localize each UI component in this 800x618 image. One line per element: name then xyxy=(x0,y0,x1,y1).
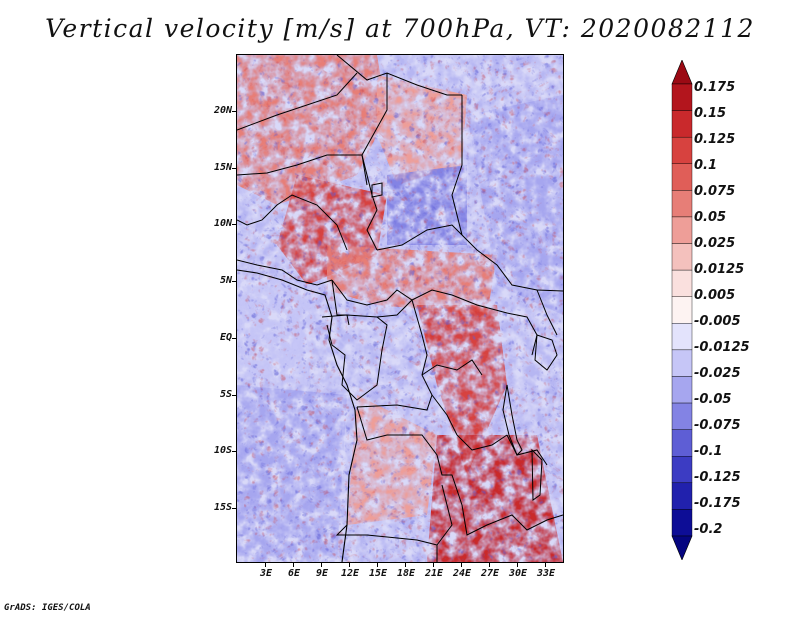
colorbar-label: 0.075 xyxy=(694,184,736,199)
colorbar-top-arrow xyxy=(671,60,693,85)
colorbar-label: -0.005 xyxy=(694,314,741,329)
lon-tick xyxy=(517,563,518,567)
velocity-field xyxy=(237,55,563,562)
lat-tick xyxy=(232,508,236,509)
colorbar-label: 0.175 xyxy=(694,80,736,95)
colorbar-box xyxy=(671,323,693,351)
lat-label: 20N xyxy=(213,105,232,116)
colorbar-label: 0.05 xyxy=(694,210,727,225)
colorbar-label: 0.125 xyxy=(694,132,736,147)
lon-label: 15E xyxy=(368,568,388,579)
colorbar-box xyxy=(671,190,693,218)
colorbar-box xyxy=(671,376,693,404)
colorbar-box xyxy=(671,509,693,537)
colorbar-label: 0.1 xyxy=(694,158,718,173)
lon-label: 18E xyxy=(396,568,416,579)
colorbar-label: 0.005 xyxy=(694,288,736,303)
lon-label: 33E xyxy=(536,568,556,579)
colorbar-label: 0.025 xyxy=(694,236,736,251)
lat-tick xyxy=(232,111,236,112)
lon-label: 3E xyxy=(259,568,273,579)
lat-tick xyxy=(232,395,236,396)
lon-tick xyxy=(545,563,546,567)
colorbar-box xyxy=(671,429,693,457)
colorbar-box xyxy=(671,456,693,484)
colorbar-label: 0.0125 xyxy=(694,262,745,277)
colorbar-label: -0.075 xyxy=(694,418,741,433)
field-regions xyxy=(237,55,563,562)
colorbar-box xyxy=(671,482,693,510)
colorbar-box xyxy=(671,163,693,191)
colorbar-box xyxy=(671,269,693,297)
lat-tick xyxy=(232,168,236,169)
velocity-map xyxy=(236,54,564,563)
colorbar xyxy=(671,60,693,560)
lat-label: 15N xyxy=(213,162,232,173)
colorbar-label: -0.175 xyxy=(694,496,741,511)
lon-label: 9E xyxy=(315,568,329,579)
lon-label: 6E xyxy=(287,568,301,579)
lon-label: 12E xyxy=(340,568,360,579)
lon-label: 24E xyxy=(452,568,472,579)
lat-label: 5N xyxy=(219,275,232,286)
colorbar-label: -0.0125 xyxy=(694,340,750,355)
colorbar-box xyxy=(671,216,693,244)
lat-label: 10S xyxy=(213,445,232,456)
lat-label: 15S xyxy=(213,502,232,513)
colorbar-box xyxy=(671,243,693,271)
lat-label: 10N xyxy=(213,218,232,229)
colorbar-label: -0.05 xyxy=(694,392,732,407)
lat-tick xyxy=(232,451,236,452)
lon-tick xyxy=(265,563,266,567)
colorbar-label: -0.025 xyxy=(694,366,741,381)
colorbar-label: -0.125 xyxy=(694,470,741,485)
colorbar-box xyxy=(671,110,693,138)
colorbar-box xyxy=(671,296,693,324)
colorbar-label: 0.15 xyxy=(694,106,727,121)
lon-tick xyxy=(377,563,378,567)
colorbar-box xyxy=(671,402,693,430)
colorbar-label: -0.1 xyxy=(694,444,723,459)
borders xyxy=(237,55,563,562)
lon-tick xyxy=(349,563,350,567)
lon-tick xyxy=(405,563,406,567)
lat-label: 5S xyxy=(219,389,232,400)
lon-tick xyxy=(433,563,434,567)
lat-tick xyxy=(232,338,236,339)
lon-label: 27E xyxy=(480,568,500,579)
lon-tick xyxy=(293,563,294,567)
lat-label: EQ xyxy=(219,332,232,343)
colorbar-label: -0.2 xyxy=(694,522,723,537)
lon-tick xyxy=(489,563,490,567)
lon-label: 30E xyxy=(508,568,528,579)
colorbar-box xyxy=(671,136,693,164)
colorbar-box xyxy=(671,349,693,377)
lon-label: 21E xyxy=(424,568,444,579)
map-title: Vertical velocity [m/s] at 700hPa, VT: 2… xyxy=(45,14,755,43)
lat-tick xyxy=(232,224,236,225)
colorbar-box xyxy=(671,83,693,111)
lat-tick xyxy=(232,281,236,282)
colorbar-bottom-arrow xyxy=(671,535,693,560)
lon-tick xyxy=(461,563,462,567)
lon-tick xyxy=(321,563,322,567)
credit-text: GrADS: IGES/COLA xyxy=(4,603,91,613)
